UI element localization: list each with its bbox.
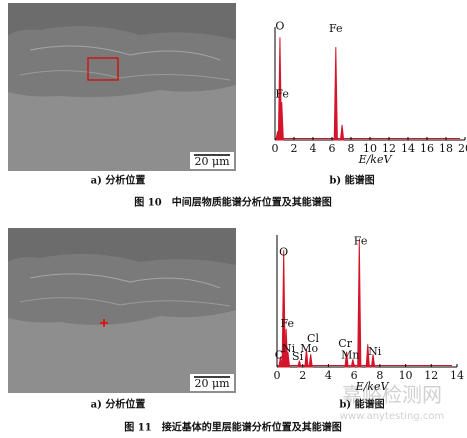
peak-label: Si (292, 350, 304, 363)
x-tick-label: 20 (458, 142, 467, 155)
peak (297, 360, 302, 368)
peak-label: Ni (282, 342, 296, 355)
peak-label: C (275, 349, 283, 362)
x-tick-label: 4 (325, 369, 332, 382)
sem-image (8, 3, 236, 171)
peak (285, 351, 291, 368)
scale-bar: 20 μm (194, 377, 230, 390)
peak (308, 354, 313, 368)
x-tick-label: 2 (291, 142, 298, 155)
peak-label: Ni (368, 345, 382, 358)
x-tick-label: 18 (439, 142, 453, 155)
watermark: 嘉峪检测网 (342, 383, 442, 407)
peak-label: Mo (300, 342, 318, 355)
x-tick-label: 4 (310, 142, 317, 155)
x-axis-label: E/keV (358, 153, 393, 166)
x-tick-label: 12 (424, 369, 438, 382)
peak-label: O (275, 20, 284, 33)
caption: 图 10 中间层物质能谱分析位置及其能谱图 (134, 196, 331, 209)
peak-label: O (279, 246, 288, 259)
peak (339, 124, 345, 141)
x-tick-label: 10 (363, 142, 377, 155)
x-tick-label: 10 (399, 369, 413, 382)
sem-image (8, 228, 236, 393)
x-tick-label: 0 (274, 369, 281, 382)
x-tick-label: 14 (401, 142, 415, 155)
x-tick-label: 0 (272, 142, 279, 155)
peak (344, 351, 349, 368)
watermark-url: www.anytesting.com (340, 411, 444, 422)
peak-label: Fe (354, 234, 368, 247)
peak-label: Mn (341, 349, 359, 362)
panel-label: a) 分析位置 (91, 174, 146, 187)
x-tick-label: 8 (376, 369, 383, 382)
x-tick-label: 14 (450, 369, 464, 382)
x-tick-label: 6 (329, 142, 336, 155)
peak-label: Fe (275, 88, 289, 101)
peak (333, 47, 338, 141)
panel-label: a) 分析位置 (91, 398, 146, 411)
x-tick-label: 6 (351, 369, 358, 382)
peak (278, 356, 283, 368)
peak-label: Cl (307, 332, 319, 345)
peak-label: Fe (329, 22, 343, 35)
peak (304, 349, 309, 368)
x-axis-label: E/keV (355, 380, 390, 393)
charts: 02468101214161820E/keVOFeFe02468101214E/… (272, 20, 467, 393)
peak-label: Cr (338, 337, 352, 350)
peak (281, 250, 286, 368)
peak-label: Fe (281, 317, 295, 330)
caption: 图 11 接近基体的里层能谱分析位置及其能谱图 (124, 421, 341, 434)
peak (279, 102, 284, 141)
x-tick-label: 12 (382, 142, 396, 155)
panel-label: b) 能谱图 (329, 174, 374, 187)
x-tick-label: 8 (348, 142, 355, 155)
scale-bar: 20 μm (194, 155, 230, 168)
peak (350, 359, 356, 368)
peak (365, 344, 370, 368)
x-tick-label: 2 (299, 369, 306, 382)
x-tick-label: 16 (420, 142, 434, 155)
peak (370, 354, 376, 368)
peak (357, 239, 362, 368)
panel-label: b) 能谱图 (339, 398, 384, 411)
